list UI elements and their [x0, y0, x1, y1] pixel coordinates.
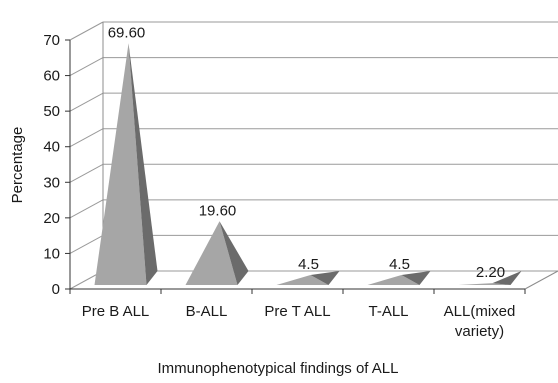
x-tick-label: T-ALL	[368, 303, 408, 320]
bar-4	[367, 271, 431, 285]
data-label: 2.20	[476, 264, 505, 281]
bar-side-face	[401, 271, 431, 285]
gridline-diagonal	[69, 21, 104, 41]
y-tick-label: 0	[52, 281, 60, 298]
gridline-diagonal	[69, 234, 104, 254]
data-label: 4.5	[298, 256, 319, 273]
x-tick-label: Pre T ALL	[264, 303, 330, 320]
x-tick-label: ALL(mixed	[444, 303, 516, 320]
chart-grid	[69, 21, 558, 290]
y-tick-label: 20	[43, 210, 60, 227]
bar-front-face	[185, 221, 238, 285]
data-label: 19.60	[199, 202, 237, 219]
data-labels: 69.60 19.60 4.5 4.5 2.20	[108, 24, 505, 281]
bar-front-face	[276, 274, 329, 285]
x-tick-label: Pre B ALL	[82, 303, 150, 320]
y-tick-label: 60	[43, 68, 60, 85]
gridline-diagonal	[69, 92, 104, 112]
bar-front-face	[94, 43, 147, 286]
data-label: 69.60	[108, 24, 146, 41]
bar-side-face	[219, 221, 249, 285]
bar-front-face	[458, 283, 511, 285]
chart-bars	[94, 43, 522, 286]
bar-side-face	[128, 43, 158, 286]
y-tick-label: 40	[43, 139, 60, 156]
bar-2	[185, 221, 249, 285]
y-axis-label: Percentage	[9, 127, 26, 204]
y-axis-ticks: 0 10 20 30 40 50 60 70	[43, 32, 70, 298]
y-tick-label: 10	[43, 245, 60, 262]
y-tick-label: 70	[43, 32, 60, 49]
floor-edge	[524, 270, 558, 290]
x-tick-label: B-ALL	[186, 303, 228, 320]
bar-3	[276, 271, 340, 285]
gridline-diagonal	[69, 199, 104, 219]
y-tick-label: 50	[43, 103, 60, 120]
bar-front-face	[367, 274, 420, 285]
x-tick-label: variety)	[455, 323, 504, 340]
data-label: 4.5	[389, 256, 410, 273]
x-axis-label: Immunophenotypical findings of ALL	[158, 360, 399, 377]
y-tick-label: 30	[43, 174, 60, 191]
bar-side-face	[310, 271, 340, 285]
bar-1	[94, 43, 158, 286]
x-axis-ticks: Pre B ALL B-ALL Pre T ALL T-ALL ALL(mixed var…	[69, 289, 526, 340]
gridline-diagonal	[69, 128, 104, 148]
bar-side-face	[492, 271, 522, 285]
bar-5	[458, 271, 522, 285]
gridline-diagonal	[69, 163, 104, 183]
gridline-diagonal	[69, 57, 104, 77]
